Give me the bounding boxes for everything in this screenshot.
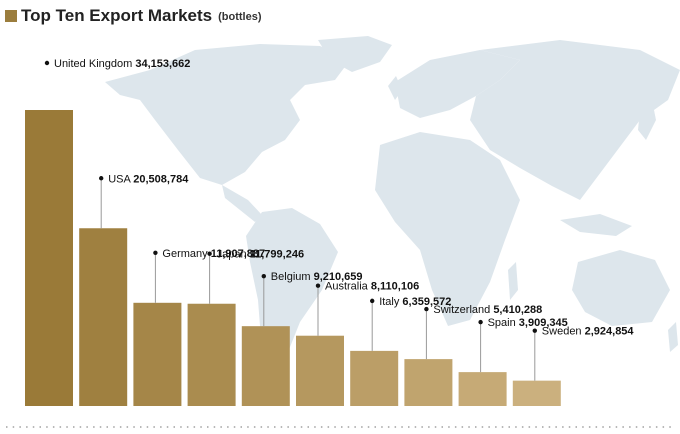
data-label-spain: Spain 3,909,345 <box>488 317 568 329</box>
category-label: Sweden <box>542 326 585 338</box>
bar-switzerland <box>404 359 453 406</box>
label-dot-belgium <box>261 273 266 279</box>
value-label: 11,799,246 <box>250 249 304 261</box>
label-dot-australia <box>315 283 321 288</box>
data-label-italy: Italy 6,359,572 <box>379 296 451 308</box>
bar-australia <box>296 335 344 406</box>
data-label-sweden: Sweden 2,924,854 <box>542 326 635 338</box>
label-dot-germany <box>153 250 158 255</box>
category-label: Belgium <box>271 271 314 283</box>
bar-united-kingdom <box>25 110 73 406</box>
bar-sweden <box>512 380 561 406</box>
category-label: Germany <box>162 248 210 260</box>
value-label: 34,153,662 <box>135 58 190 70</box>
label-dot-spain <box>478 319 483 325</box>
value-label: 3,909,345 <box>519 317 568 329</box>
data-label-usa: USA 20,508,784 <box>108 173 189 185</box>
world-map-background <box>105 36 680 390</box>
bar-italy <box>350 350 399 406</box>
category-label: Switzerland <box>433 304 493 316</box>
label-dot-japan <box>207 251 212 256</box>
chart-header: Top Ten Export Markets (bottles) <box>5 5 262 27</box>
label-dot-italy <box>370 298 375 304</box>
data-label-australia: Australia 8,110,106 <box>325 281 419 293</box>
data-label-germany: Germany 11,907,887 <box>162 248 265 260</box>
category-label: Australia <box>325 281 371 293</box>
value-label: 9,210,659 <box>314 271 363 283</box>
chart-subtitle: (bottles) <box>218 11 262 23</box>
label-dot-usa <box>99 176 104 181</box>
category-label: Spain <box>488 317 519 329</box>
data-label-japan: Japan 11,799,246 <box>217 249 304 261</box>
data-label-belgium: Belgium 9,210,659 <box>271 271 363 283</box>
label-dot-switzerland <box>424 306 429 312</box>
category-label: USA <box>108 173 133 185</box>
data-label-switzerland: Switzerland 5,410,288 <box>433 304 542 316</box>
category-label: United Kingdom <box>54 58 135 70</box>
bar-usa <box>79 228 128 406</box>
label-dot-sweden <box>532 328 537 333</box>
value-label: 2,924,854 <box>585 326 635 338</box>
bar-japan <box>187 303 236 406</box>
label-dot-united-kingdom <box>44 60 50 66</box>
data-label-united-kingdom: United Kingdom 34,153,662 <box>54 58 190 70</box>
title-square-icon <box>5 10 17 22</box>
chart-title: Top Ten Export Markets <box>21 6 213 25</box>
category-label: Italy <box>379 296 402 308</box>
value-label: 8,110,106 <box>371 281 419 293</box>
value-label: 5,410,288 <box>493 304 542 316</box>
value-label: 6,359,572 <box>402 296 451 308</box>
value-label: 11,907,887 <box>211 248 265 260</box>
value-label: 20,508,784 <box>133 173 189 185</box>
bar-belgium <box>241 326 290 406</box>
category-label: Japan <box>217 249 250 261</box>
bar-spain <box>458 372 507 406</box>
bar-germany <box>133 302 182 406</box>
